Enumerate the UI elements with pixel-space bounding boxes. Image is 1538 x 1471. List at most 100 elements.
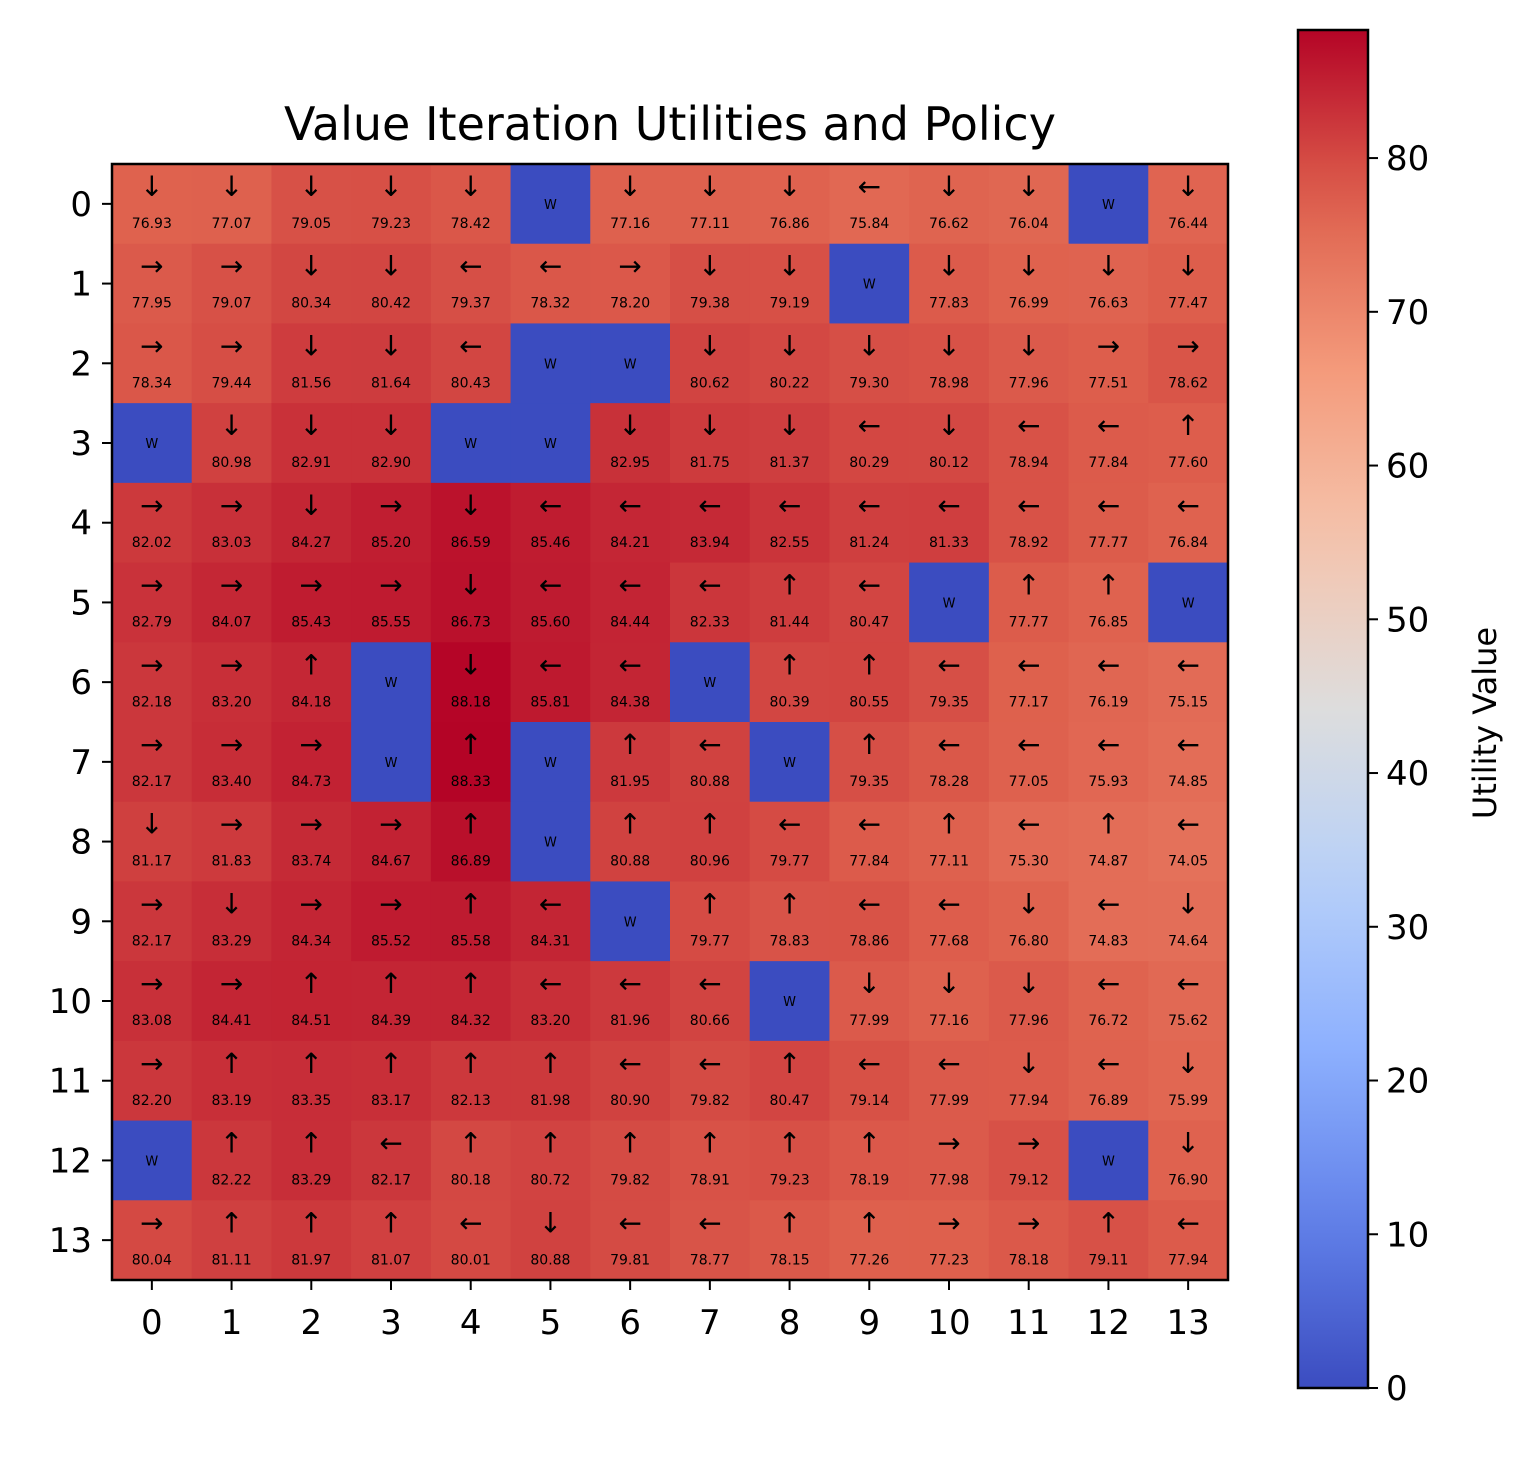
policy-arrow: ← — [698, 569, 721, 602]
policy-arrow: ↑ — [618, 808, 641, 841]
cell-rect — [1148, 1200, 1229, 1281]
cell-r5-c9: ← 80.47 — [829, 562, 910, 643]
utility-value: 82.79 — [132, 615, 172, 631]
wall-label: W — [544, 836, 557, 851]
policy-arrow: ← — [1017, 728, 1040, 761]
utility-value: 77.94 — [1009, 1093, 1049, 1109]
cell-r1-c1: → 79.07 — [191, 243, 273, 325]
policy-arrow: ← — [1097, 1047, 1120, 1080]
colorbar-tick-label: 60 — [1386, 447, 1429, 487]
cell-r0-c0: ↓ 76.93 — [112, 164, 193, 245]
utility-value: 77.84 — [849, 854, 889, 870]
cell-rect — [909, 961, 990, 1042]
cell-rect — [829, 1200, 910, 1281]
utility-value: 82.17 — [132, 774, 172, 790]
utility-value: 82.02 — [132, 535, 172, 551]
cell-r1-c3: ↓ 80.42 — [351, 243, 432, 325]
utility-value: 76.84 — [1168, 535, 1208, 551]
wall-label: W — [544, 198, 557, 213]
policy-arrow: ↓ — [1017, 887, 1040, 920]
cell-rect — [988, 881, 1070, 962]
policy-arrow: ↓ — [1017, 1047, 1040, 1080]
policy-arrow: → — [379, 569, 402, 602]
utility-value: 79.07 — [212, 296, 252, 312]
utility-value: 78.42 — [451, 216, 491, 232]
policy-arrow: ↑ — [937, 808, 960, 841]
utility-value: 80.55 — [849, 694, 889, 710]
policy-arrow: ↓ — [140, 808, 163, 841]
utility-value: 85.60 — [530, 615, 570, 631]
cell-rect — [351, 1200, 432, 1281]
cell-rect — [112, 243, 193, 325]
y-tick-label: 3 — [70, 424, 92, 464]
cell-rect — [590, 801, 671, 883]
cell-r6-c9: ↑ 80.55 — [829, 642, 910, 723]
policy-arrow: ↓ — [220, 409, 243, 442]
policy-arrow: → — [1017, 1127, 1040, 1160]
utility-value: 78.92 — [1009, 535, 1049, 551]
cell-r8-c9: ← 77.84 — [829, 801, 910, 883]
utility-value: 83.40 — [212, 774, 252, 790]
utility-value: 78.32 — [530, 296, 570, 312]
cell-rect — [271, 403, 352, 484]
utility-value: 74.05 — [1168, 854, 1208, 870]
utility-value: 81.56 — [291, 375, 331, 391]
utility-value: 76.89 — [1088, 1093, 1128, 1109]
cell-r6-c5: ← 85.81 — [510, 642, 591, 723]
policy-arrow: ← — [1017, 808, 1040, 841]
cell-rect — [590, 1200, 671, 1281]
utility-value: 81.37 — [770, 455, 810, 471]
utility-value: 84.32 — [451, 1013, 491, 1029]
wall-label: W — [1102, 1154, 1115, 1169]
x-axis: 0 1 2 3 4 5 6 7 8 9 10 11 12 13 — [141, 1280, 1210, 1343]
cell-rect — [191, 562, 273, 643]
cell-r2-c9: ↓ 79.30 — [829, 323, 910, 404]
policy-arrow: ← — [1176, 648, 1199, 681]
utility-value: 78.86 — [849, 933, 889, 949]
cell-r4-c7: ← 83.94 — [670, 482, 751, 564]
utility-value: 80.42 — [371, 296, 411, 312]
utility-value: 80.66 — [690, 1013, 730, 1029]
cell-rect — [670, 961, 751, 1042]
cell-r3-c2: ↓ 82.91 — [271, 403, 352, 484]
utility-value: 83.35 — [291, 1093, 331, 1109]
policy-arrow: ← — [1097, 967, 1120, 1000]
cell-r1-c10: ↓ 77.83 — [909, 243, 990, 325]
cell-rect — [829, 403, 910, 484]
cell-r1-c11: ↓ 76.99 — [988, 243, 1070, 325]
cell-rect — [430, 642, 512, 723]
cell-r2-c8: ↓ 80.22 — [749, 323, 831, 404]
cell-rect — [749, 323, 831, 404]
utility-value: 84.07 — [212, 615, 252, 631]
cell-r3-c10: ↓ 80.12 — [909, 403, 990, 484]
policy-arrow: ↓ — [858, 967, 881, 1000]
utility-value: 76.63 — [1088, 296, 1128, 312]
utility-value: 83.08 — [132, 1013, 172, 1029]
policy-arrow: ↓ — [1176, 1127, 1199, 1160]
policy-arrow: ↓ — [300, 170, 323, 203]
cell-r6-c10: ← 79.35 — [909, 642, 990, 723]
colorbar-tick-label: 0 — [1386, 1369, 1408, 1409]
cell-r9-c5: ← 84.31 — [510, 881, 591, 962]
cell-rect — [909, 403, 990, 484]
policy-arrow: ↓ — [300, 329, 323, 362]
cell-rect — [1068, 164, 1149, 245]
cell-r8-c11: ← 75.30 — [988, 801, 1070, 883]
policy-arrow: ← — [937, 728, 960, 761]
cell-r3-c4: W — [430, 403, 512, 484]
policy-arrow: ↑ — [459, 728, 482, 761]
policy-arrow: ↑ — [858, 1206, 881, 1239]
utility-value: 84.41 — [212, 1013, 252, 1029]
cell-r11-c2: ↑ 83.35 — [271, 1040, 352, 1122]
colorbar-frame — [1296, 28, 1370, 1390]
utility-value: 82.17 — [132, 933, 172, 949]
cell-rect — [670, 881, 751, 962]
policy-arrow: ↓ — [698, 170, 721, 203]
utility-value: 86.89 — [451, 854, 491, 870]
cell-rect — [1148, 642, 1229, 723]
cell-r13-c6: ← 79.81 — [590, 1200, 671, 1281]
cell-r11-c13: ↓ 75.99 — [1148, 1040, 1229, 1122]
cell-r2-c5: W — [510, 323, 591, 404]
cell-rect — [749, 562, 831, 643]
y-tick-label: 2 — [70, 344, 92, 384]
